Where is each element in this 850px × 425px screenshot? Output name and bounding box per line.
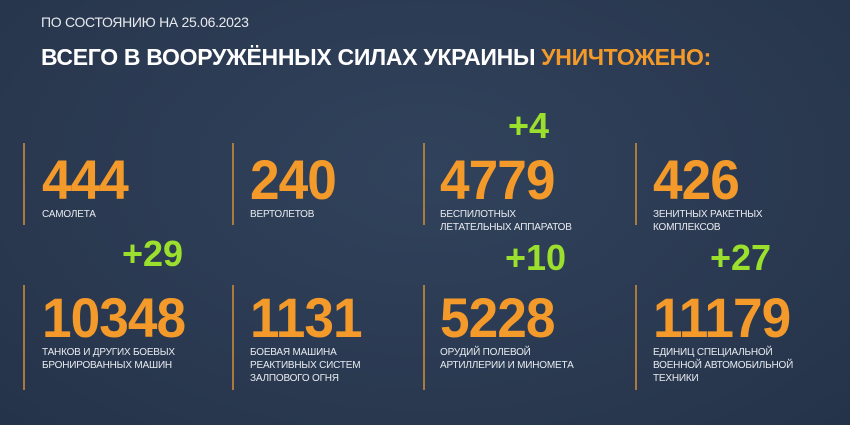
stat-delta: +29 bbox=[122, 233, 184, 274]
stat-value: 1131 bbox=[250, 286, 363, 349]
stat-label-line: ТЕХНИКИ bbox=[653, 373, 699, 384]
stat-label: ВЕРТОЛЕТОВ bbox=[250, 208, 314, 221]
stat-label-line: КОМПЛЕКСОВ bbox=[653, 222, 721, 233]
column-divider bbox=[232, 143, 234, 225]
stat-label-line: САМОЛЕТА bbox=[42, 209, 96, 220]
stat-value: 11179 bbox=[653, 286, 791, 349]
stat-label-line: ВЕРТОЛЕТОВ bbox=[250, 209, 315, 220]
stat-label-line: АРТИЛЛЕРИИ И МИНОМЕТА bbox=[440, 360, 574, 371]
column-divider bbox=[635, 143, 637, 225]
stat-delta: +10 bbox=[505, 237, 567, 278]
stat-label-line: РЕАКТИВНЫХ СИСТЕМ bbox=[250, 360, 361, 371]
column-divider bbox=[423, 143, 425, 225]
stat-label-line: ЗАЛПОВОГО ОГНЯ bbox=[250, 373, 339, 384]
stat-label: ЕДИНИЦ СПЕЦИАЛЬНОЙ ВОЕННОЙ АВТОМОБИЛЬНОЙ Т… bbox=[653, 346, 793, 385]
stat-label-line: ТАНКОВ И ДРУГИХ БОЕВЫХ bbox=[42, 347, 175, 358]
stat-label: ТАНКОВ И ДРУГИХ БОЕВЫХ БРОНИРОВАННЫХ МАШИ… bbox=[42, 346, 175, 372]
stat-value: 444 bbox=[42, 148, 129, 211]
column-divider bbox=[635, 285, 637, 390]
stat-label-line: ЗЕНИТНЫХ РАКЕТНЫХ bbox=[653, 209, 763, 220]
stat-label: ЗЕНИТНЫХ РАКЕТНЫХ КОМПЛЕКСОВ bbox=[653, 208, 763, 234]
stat-label: САМОЛЕТА bbox=[42, 208, 96, 221]
page-title: ВСЕГО В ВООРУЖЁННЫХ СИЛАХ УКРАИНЫ УНИЧТО… bbox=[41, 44, 711, 71]
stat-label-line: ВОЕННОЙ АВТОМОБИЛЬНОЙ bbox=[653, 360, 794, 371]
stat-value: 240 bbox=[250, 148, 337, 211]
stat-label-line: БРОНИРОВАННЫХ МАШИН bbox=[42, 360, 172, 371]
stat-label-line: ОРУДИЙ ПОЛЕВОЙ bbox=[440, 347, 531, 358]
stat-value: 5228 bbox=[440, 286, 555, 349]
stat-label-line: ЕДИНИЦ СПЕЦИАЛЬНОЙ bbox=[653, 347, 773, 358]
column-divider bbox=[23, 143, 25, 225]
stat-label: БЕСПИЛОТНЫХ ЛЕТАТЕЛЬНЫХ АППАРАТОВ bbox=[440, 208, 572, 234]
column-divider bbox=[423, 285, 425, 390]
title-highlight: УНИЧТОЖЕНО: bbox=[541, 44, 711, 70]
stat-label: БОЕВАЯ МАШИНА РЕАКТИВНЫХ СИСТЕМ ЗАЛПОВОГО … bbox=[250, 346, 361, 385]
date-line: ПО СОСТОЯНИЮ НА 25.06.2023 bbox=[41, 14, 249, 30]
title-main: ВСЕГО В ВООРУЖЁННЫХ СИЛАХ УКРАИНЫ bbox=[41, 44, 536, 70]
stat-delta: +27 bbox=[710, 237, 772, 278]
stat-label-line: БЕСПИЛОТНЫХ bbox=[440, 209, 516, 220]
stat-value: 4779 bbox=[440, 148, 555, 211]
stat-label-line: БОЕВАЯ МАШИНА bbox=[250, 347, 337, 358]
stat-label-line: ЛЕТАТЕЛЬНЫХ АППАРАТОВ bbox=[440, 222, 572, 233]
stat-value: 10348 bbox=[42, 286, 186, 349]
column-divider bbox=[23, 285, 25, 390]
stat-delta: +4 bbox=[508, 105, 550, 146]
column-divider bbox=[232, 285, 234, 390]
stat-value: 426 bbox=[653, 148, 740, 211]
stat-label: ОРУДИЙ ПОЛЕВОЙ АРТИЛЛЕРИИ И МИНОМЕТА bbox=[440, 346, 574, 372]
